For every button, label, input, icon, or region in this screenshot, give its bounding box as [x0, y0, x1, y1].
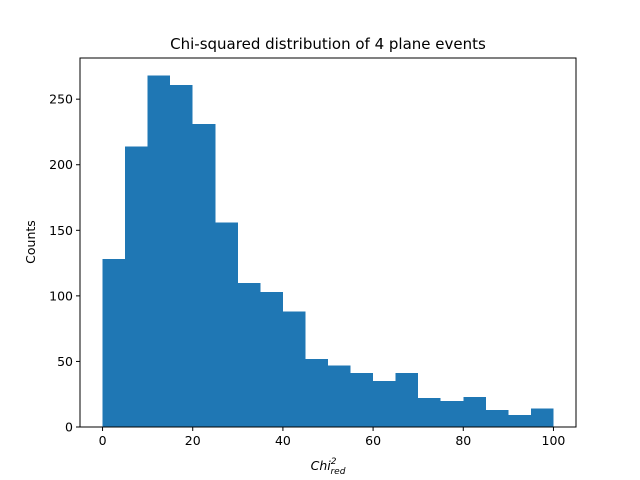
x-tick-label: 100: [542, 433, 566, 448]
histogram-bar: [328, 365, 351, 427]
x-axis-ticks: 0 20 40 60 80 100: [99, 427, 566, 448]
x-axis-label-sup: 2: [331, 457, 337, 467]
histogram-bar: [192, 124, 216, 428]
histogram-bar: [508, 415, 531, 427]
histogram-bar: [440, 400, 464, 427]
histogram-bar: [170, 84, 193, 427]
y-tick-label: 0: [65, 420, 73, 435]
x-tick-label: 0: [99, 433, 107, 448]
y-tick-label: 200: [49, 157, 73, 172]
histogram-bar: [147, 75, 171, 428]
histogram-bar: [215, 222, 238, 427]
x-tick-label: 60: [365, 433, 381, 448]
histogram-bar: [237, 282, 261, 427]
plot-frame: [79, 57, 577, 428]
y-tick-label: 50: [57, 354, 73, 369]
chart-title: Chi-squared distribution of 4 plane even…: [170, 35, 486, 53]
histogram-bar: [418, 398, 441, 427]
histogram-bar: [305, 358, 328, 427]
x-tick-label: 40: [275, 433, 291, 448]
y-tick-label: 250: [49, 92, 73, 107]
histogram-bar: [125, 146, 148, 428]
histogram-bar: [282, 311, 306, 427]
histogram-bar: [530, 408, 554, 427]
x-axis-label: Chi2 red: [311, 457, 346, 477]
histogram-bar: [260, 291, 283, 427]
x-tick-label: 80: [455, 433, 471, 448]
x-axis-label-sub: red: [330, 467, 345, 477]
y-axis-label: Counts: [23, 220, 38, 264]
y-axis-ticks: 0 50 100 150 200 250: [49, 92, 80, 435]
histogram-bar: [373, 381, 396, 427]
histogram-bar: [395, 373, 419, 427]
x-tick-label: 20: [185, 433, 201, 448]
y-tick-label: 150: [49, 223, 73, 238]
histogram-bar: [102, 259, 126, 427]
histogram-bar: [485, 409, 509, 427]
x-axis-label-base: Chi: [311, 458, 332, 473]
histogram-bar: [350, 373, 374, 427]
histogram-bar: [463, 396, 486, 427]
y-tick-label: 100: [49, 288, 73, 303]
histogram-bars: [102, 75, 554, 428]
